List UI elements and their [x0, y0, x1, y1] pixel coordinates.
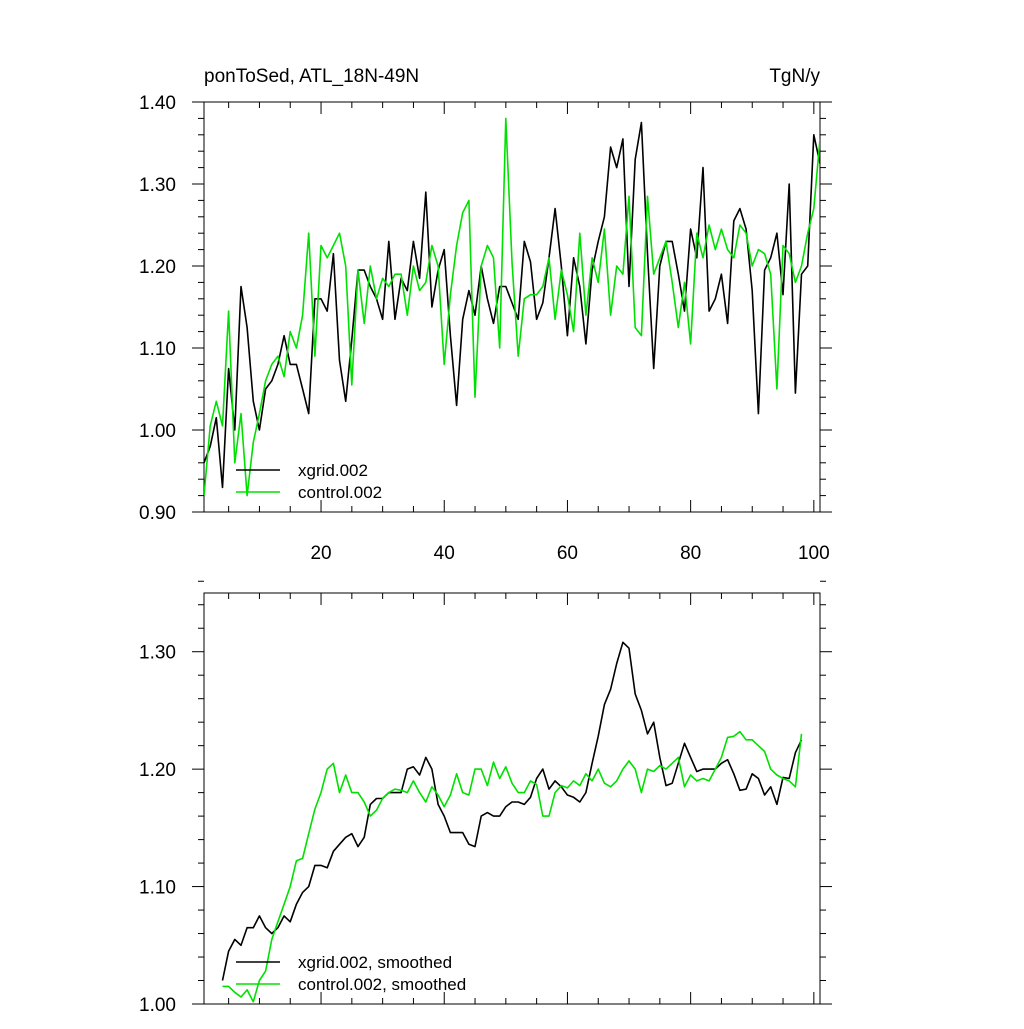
top-plot-frame: [203, 101, 821, 513]
bottom-y-tick-label: 1.10: [139, 878, 176, 899]
top-x-tick-label: 100: [798, 543, 830, 564]
units-label: TgN/y: [769, 66, 820, 87]
top-x-tick-label: 60: [557, 543, 578, 564]
top-legend-label: xgrid.002: [298, 461, 368, 480]
bottom-y-tick-label: 1.30: [139, 643, 176, 664]
top-x-tick-label: 40: [434, 543, 455, 564]
bottom-legend-label: control.002, smoothed: [298, 975, 466, 994]
top-x-tick-label: 20: [310, 543, 331, 564]
top-legend-label: control.002: [298, 483, 382, 502]
bottom-series-line-xgrid: [221, 641, 803, 981]
bottom-panel: 1.00 1.10 1.20 1.30 xgrid.002, smoothed contr…: [139, 580, 832, 1016]
top-y-tick-label: 1.30: [139, 175, 176, 196]
bottom-plot-frame: [203, 592, 821, 1005]
top-y-tick-label: 1.20: [139, 257, 176, 278]
top-y-tick-label: 1.40: [139, 93, 176, 114]
top-y-tick-label: 1.10: [139, 339, 176, 360]
bottom-y-tick-label: 1.00: [139, 995, 176, 1016]
bottom-legend-label: xgrid.002, smoothed: [298, 953, 452, 972]
top-y-tick-label: 1.00: [139, 421, 176, 442]
top-series-line-xgrid: [204, 121, 820, 489]
top-series-line-control: [204, 117, 820, 497]
chart-title: ponToSed, ATL_18N-49N: [204, 66, 419, 87]
top-x-tick-label: 80: [680, 543, 701, 564]
top-panel: ponToSed, ATL_18N-49N TgN/y 0.90 1.00 1.10…: [139, 66, 832, 564]
bottom-series-line-control: [222, 730, 803, 1003]
top-y-tick-label: 0.90: [139, 503, 176, 524]
bottom-y-tick-label: 1.20: [139, 760, 176, 781]
